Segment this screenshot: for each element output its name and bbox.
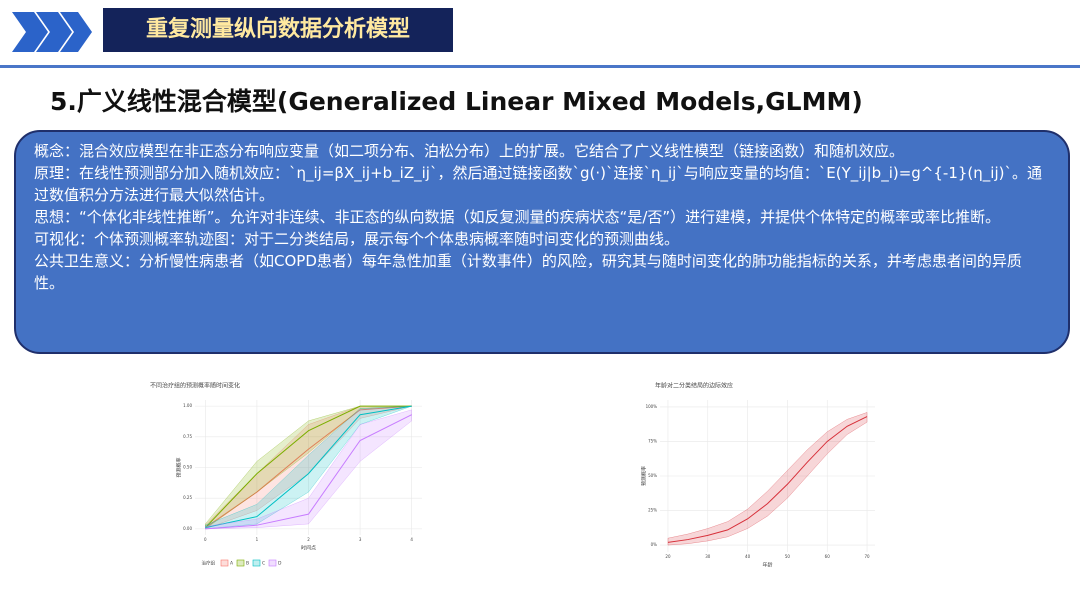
- line: [205, 405, 412, 529]
- section-title: 5.广义线性混合模型(Generalized Linear Mixed Mode…: [50, 87, 863, 116]
- confidence-band: [667, 412, 868, 546]
- paragraph: 可视化：个体预测概率轨迹图：对于二分类结局，展示每个个体患病概率随时间变化的预测…: [34, 230, 680, 248]
- y-tick-label: 100%: [646, 404, 658, 409]
- line: [204, 405, 412, 528]
- x-tick-label: 1: [256, 537, 259, 542]
- x-tick-label: 0: [204, 537, 207, 542]
- y-tick-label: 75%: [648, 438, 657, 443]
- legend-swatch: [252, 559, 261, 567]
- paragraph: 原理：在线性预测部分加入随机效应：`η_ij=βX_ij+b_iZ_ij`，然后…: [34, 164, 1042, 204]
- x-tick-label: 50: [785, 554, 791, 559]
- x-tick-label: 40: [745, 554, 751, 559]
- y-tick-label: 1.00: [183, 403, 192, 408]
- confidence-band: [205, 405, 412, 530]
- legend-swatch: [236, 559, 245, 567]
- line: [205, 414, 412, 530]
- x-tick-label: 2: [307, 537, 310, 542]
- y-tick-label: 0.50: [183, 465, 192, 470]
- legend-label: C: [262, 561, 265, 567]
- x-tick-label: 3: [359, 537, 362, 542]
- chart-title: 年龄对二分类结局的边际效应: [655, 382, 733, 390]
- confidence-band: [205, 405, 412, 530]
- x-tick-label: 20: [665, 554, 671, 559]
- x-axis-label: 时间点: [301, 545, 316, 552]
- chart: 不同治疗组的预测概率随时间变化 0.00 0.25 0.50 0.75 1.00 0 1 2 3 4…: [150, 382, 422, 567]
- x-tick-label: 30: [705, 554, 711, 559]
- divider: [0, 65, 1080, 68]
- y-tick-label: 0.75: [183, 434, 192, 439]
- y-axis-label: 预测概率: [641, 466, 648, 486]
- y-tick-label: 50%: [648, 473, 657, 478]
- y-axis-label: 预测概率: [176, 457, 183, 477]
- x-axis-label: 年龄: [762, 562, 772, 569]
- legend-title: 治疗组: [202, 560, 216, 567]
- legend-swatch: [220, 559, 229, 567]
- chart-title: 不同治疗组的预测概率随时间变化: [150, 382, 240, 390]
- x-tick-label: 4: [410, 537, 413, 542]
- y-tick-label: 25%: [648, 508, 657, 513]
- legend-swatch: [268, 559, 277, 567]
- x-tick-label: 70: [864, 554, 870, 559]
- y-tick-label: 0%: [651, 542, 658, 547]
- x-tick-label: 60: [825, 554, 831, 559]
- legend-label: B: [246, 561, 249, 567]
- legend-label: D: [278, 561, 282, 567]
- line: [667, 416, 868, 543]
- chevron-icon: [12, 12, 92, 52]
- header-title: 重复测量纵向数据分析模型: [103, 8, 453, 52]
- confidence-band: [205, 409, 412, 530]
- paragraph: 思想：“个体化非线性推断”。允许对非连续、非正态的纵向数据（如反复测量的疾病状态…: [34, 208, 1001, 226]
- paragraph: 概念：混合效应模型在非正态分布响应变量（如二项分布、泊松分布）上的扩展。它结合了…: [34, 142, 905, 160]
- y-tick-label: 0.00: [183, 526, 192, 531]
- concept-box: 概念：混合效应模型在非正态分布响应变量（如二项分布、泊松分布）上的扩展。它结合了…: [14, 130, 1070, 354]
- y-tick-label: 0.25: [183, 495, 192, 500]
- chart: 年龄对二分类结局的边际效应 0% 25% 50% 75% 100% 20 30 40 50 60 70…: [641, 382, 875, 569]
- legend-label: A: [230, 561, 234, 567]
- line: [205, 405, 412, 529]
- paragraph: 公共卫生意义：分析慢性病患者（如COPD患者）每年急性加重（计数事件）的风险，研…: [34, 252, 1022, 292]
